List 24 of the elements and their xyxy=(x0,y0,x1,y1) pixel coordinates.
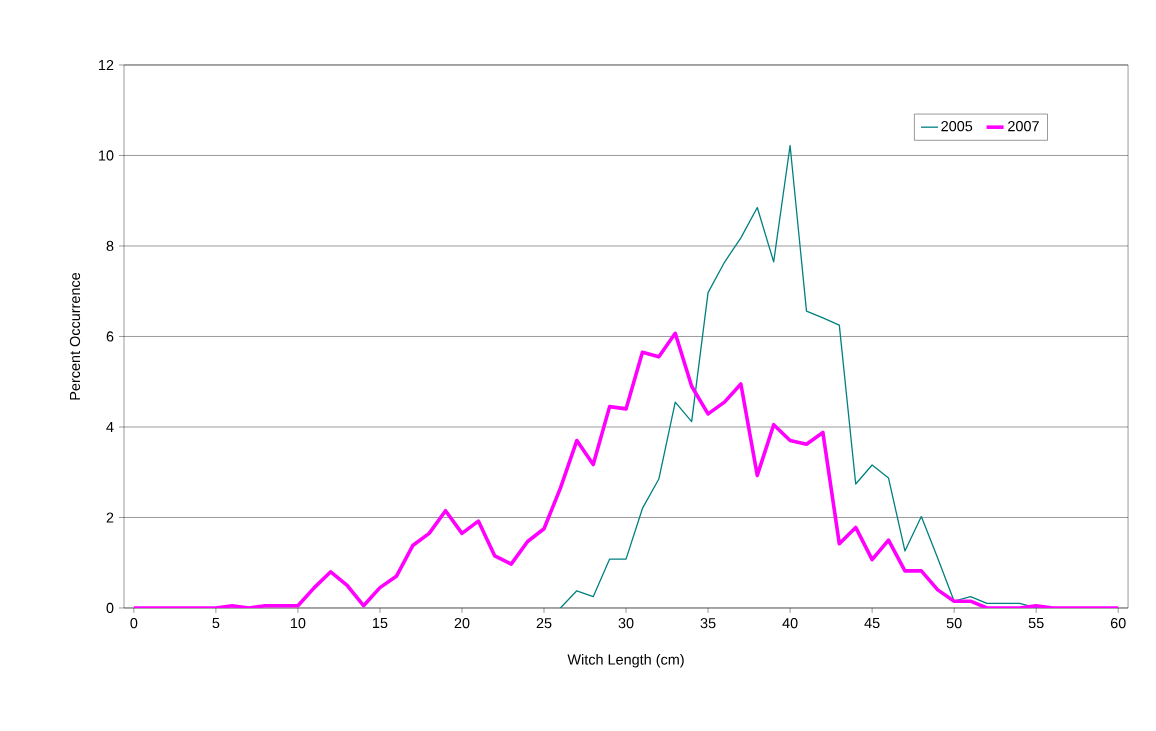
y-tick-label: 8 xyxy=(106,240,114,252)
x-tick-label: 20 xyxy=(454,617,470,629)
y-tick-label: 0 xyxy=(106,602,114,614)
x-tick-label: 5 xyxy=(212,618,220,629)
y-axis-title: Percent Occurrence xyxy=(69,272,81,400)
x-tick-label: 10 xyxy=(290,617,306,629)
x-tick-label: 60 xyxy=(1110,617,1126,629)
x-tick-label: 25 xyxy=(536,617,552,629)
x-tick-label: 35 xyxy=(700,617,716,629)
x-tick-label: 30 xyxy=(618,617,634,629)
x-axis-title: Witch Length (cm) xyxy=(567,654,684,668)
x-tick-label: 0 xyxy=(130,617,138,629)
y-tick-label: 2 xyxy=(106,512,114,523)
y-tick-label: 12 xyxy=(99,59,114,71)
x-tick-label: 45 xyxy=(864,618,880,629)
x-tick-label: 50 xyxy=(946,617,962,629)
y-tick-label: 6 xyxy=(106,331,114,342)
legend-label: 2007 xyxy=(1008,121,1039,132)
y-tick-label: 4 xyxy=(106,422,114,432)
x-tick-label: 15 xyxy=(373,618,388,629)
legend-label: 2005 xyxy=(941,121,973,132)
y-tick-label: 10 xyxy=(99,150,114,161)
x-tick-label: 55 xyxy=(1028,618,1044,629)
x-tick-label: 40 xyxy=(782,617,798,629)
